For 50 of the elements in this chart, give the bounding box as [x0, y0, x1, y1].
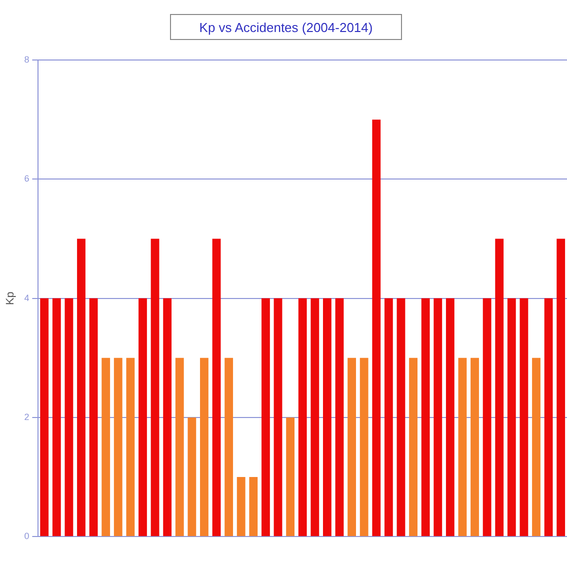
bar — [556, 238, 566, 536]
bar — [64, 298, 74, 536]
bar — [446, 298, 454, 536]
bar — [396, 298, 406, 536]
bar — [274, 298, 282, 536]
bar — [335, 298, 344, 536]
bar — [298, 298, 307, 536]
bar — [224, 358, 234, 536]
y-tick-label: 6 — [24, 174, 30, 184]
y-axis-title: Kp — [4, 292, 17, 306]
bar — [348, 358, 356, 536]
bar — [372, 120, 381, 536]
bar — [262, 298, 270, 536]
bar — [89, 298, 98, 536]
y-tick-label: 2 — [24, 412, 30, 422]
bar — [421, 298, 430, 536]
chart-title: Kp vs Accidentes (2004-2014) — [170, 14, 402, 40]
bar — [175, 358, 184, 536]
y-tick-label: 0 — [24, 531, 30, 542]
bar — [77, 238, 86, 536]
bar — [482, 298, 492, 536]
bar — [138, 298, 147, 536]
bar — [532, 358, 540, 536]
y-tick-label: 8 — [24, 54, 30, 64]
bar — [212, 238, 221, 536]
bar — [40, 298, 49, 536]
bar — [249, 477, 258, 536]
bar — [236, 477, 246, 536]
bar — [544, 298, 553, 536]
bar — [520, 298, 528, 536]
bar — [310, 298, 320, 536]
bar — [200, 358, 208, 536]
bar — [286, 417, 295, 536]
bar — [102, 358, 110, 536]
bar — [126, 358, 135, 536]
bar — [188, 417, 196, 536]
bar — [384, 298, 393, 536]
bar — [507, 298, 516, 536]
bar — [163, 298, 172, 536]
y-tick-label: 4 — [24, 292, 30, 303]
bar — [434, 298, 442, 536]
bar — [409, 358, 418, 536]
bar — [458, 358, 467, 536]
bar — [495, 238, 504, 536]
bar — [114, 358, 122, 536]
bar — [322, 298, 332, 536]
bar — [150, 238, 160, 536]
bar — [360, 358, 368, 536]
bar — [470, 358, 479, 536]
bar — [52, 298, 61, 536]
